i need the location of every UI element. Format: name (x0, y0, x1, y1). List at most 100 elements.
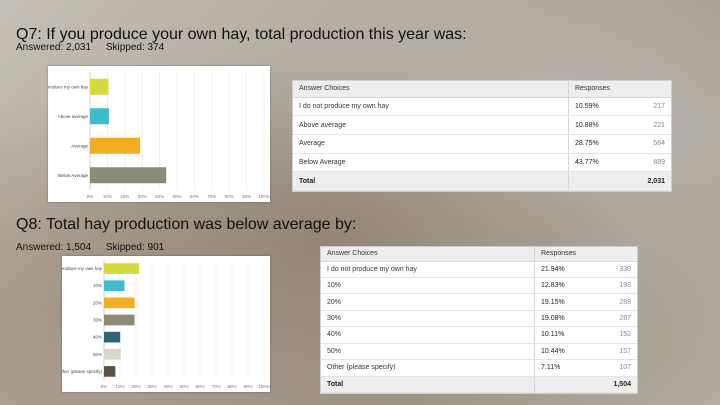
x-tick-label: 90% (242, 194, 251, 199)
x-tick-label: 80% (227, 384, 236, 389)
x-tick-label: 0% (101, 384, 108, 389)
row-percent: 7.11% (534, 359, 599, 377)
row-count: 157 (599, 343, 637, 361)
row-choice: 40% (321, 326, 535, 344)
q8-answered: Answered: 1,504 (16, 242, 92, 253)
row-count: 287 (599, 310, 637, 328)
bar (104, 280, 125, 292)
table-total-row: Total 1,504 (321, 376, 637, 394)
x-tick-label: 90% (243, 384, 252, 389)
category-label: I do not produce my own hay (62, 266, 103, 271)
x-tick-label: 10% (115, 384, 124, 389)
category-label: Other (please specify) (62, 369, 102, 374)
total-label: Total (293, 171, 569, 191)
table-row: Other (please specify) 7.11% 107 (321, 359, 637, 377)
table-row: 40% 10.11% 152 (321, 326, 637, 344)
q7-meta: Answered: 2,031 Skipped: 374 (16, 42, 164, 53)
q7-response-table: Answer Choices Responses I do not produc… (292, 80, 672, 192)
category-label: 10% (93, 283, 102, 288)
bar (104, 331, 121, 343)
x-tick-label: 20% (131, 384, 140, 389)
q8-title: Q8: Total hay production was below avera… (16, 216, 357, 233)
q7-title: Q7: If you produce your own hay, total p… (16, 26, 467, 43)
bar (90, 78, 109, 95)
row-percent: 43.77% (568, 153, 633, 173)
row-choice: 10% (321, 277, 535, 295)
x-tick-label: 100% (258, 194, 270, 199)
row-choice: 20% (321, 293, 535, 311)
category-label: Average (71, 143, 88, 148)
q7-col-responses: Responses (568, 81, 671, 98)
bar (104, 366, 116, 377)
category-label: I do not produce my own hay (48, 84, 89, 89)
row-percent: 10.88% (568, 115, 633, 135)
row-count: 217 (633, 97, 671, 117)
row-choice: Average (293, 134, 569, 154)
row-choice: Below Average (293, 153, 569, 173)
row-choice: Above average (293, 115, 569, 135)
x-tick-label: 50% (179, 384, 188, 389)
x-tick-label: 40% (163, 384, 172, 389)
q7-bar-chart: 0% 10% 20% 30% 40% 50% 60% 70% 80% 90% 100% I do no… (30, 72, 270, 199)
x-tick-label: 50% (172, 194, 181, 199)
x-tick-label: 70% (207, 194, 216, 199)
category-label: 30% (93, 318, 102, 323)
total-value: 2,031 (633, 171, 671, 191)
q7-chart-panel: 0% 10% 20% 30% 40% 50% 60% 70% 80% 90% 100% I do no… (30, 66, 270, 202)
x-tick-label: 0% (87, 194, 94, 199)
x-tick-label: 10% (103, 194, 112, 199)
q8-skipped: Skipped: 901 (105, 242, 165, 253)
x-tick-label: 30% (147, 384, 156, 389)
bar (90, 167, 167, 184)
q8-col-responses: Responses (534, 247, 637, 262)
row-count: 107 (599, 359, 637, 377)
category-label: Above average (58, 114, 89, 119)
row-percent: 10.59% (568, 97, 633, 117)
bar (104, 263, 140, 274)
row-percent: 10.11% (534, 326, 599, 344)
row-choice: 50% (321, 343, 535, 361)
row-count: 330 (599, 261, 637, 278)
q8-bar-chart: 0% 10% 20% 30% 40% 50% 60% 70% 80% 90% 100% I do no… (44, 260, 270, 389)
row-choice: I do not produce my own hay (293, 97, 569, 117)
q7-skipped: Skipped: 374 (105, 42, 165, 53)
table-row: 30% 19.08% 287 (321, 310, 637, 328)
total-label: Total (321, 376, 535, 394)
bar (90, 108, 109, 125)
x-tick-label: 60% (195, 384, 204, 389)
q7-answered: Answered: 2,031 (16, 42, 92, 53)
row-count: 288 (599, 293, 637, 311)
row-percent: 28.75% (568, 134, 633, 154)
row-count: 193 (599, 277, 637, 295)
row-percent: 12.83% (534, 277, 599, 295)
total-value: 1,504 (599, 376, 637, 394)
q8-col-choice: Answer Choices (321, 247, 535, 262)
category-label: 50% (93, 352, 102, 357)
row-percent: 19.08% (534, 310, 599, 328)
q8-response-table: Answer Choices Responses I do not produc… (320, 246, 638, 394)
row-count: 152 (599, 326, 637, 344)
x-tick-label: 40% (155, 194, 164, 199)
bar (104, 297, 135, 309)
x-tick-label: 80% (225, 194, 234, 199)
q8-meta: Answered: 1,504 Skipped: 901 (16, 242, 164, 253)
table-row: 20% 19.15% 288 (321, 293, 637, 311)
row-count: 584 (633, 134, 671, 154)
row-percent: 21.94% (534, 261, 599, 278)
category-label: 40% (93, 335, 102, 340)
q7-col-choice: Answer Choices (293, 81, 569, 98)
table-row: Average 28.75% 584 (293, 134, 671, 154)
row-percent: 10.44% (534, 343, 599, 361)
category-label: Below Average (58, 173, 88, 178)
row-choice: 30% (321, 310, 535, 328)
table-row: I do not produce my own hay 21.94% 330 (321, 261, 637, 278)
table-row: 50% 10.44% 157 (321, 343, 637, 361)
bar (104, 348, 121, 360)
table-row: I do not produce my own hay 10.59% 217 (293, 97, 671, 117)
row-choice: Other (please specify) (321, 359, 535, 377)
x-tick-label: 70% (211, 384, 220, 389)
row-count: 889 (633, 153, 671, 173)
table-total-row: Total 2,031 (293, 171, 671, 191)
x-tick-label: 20% (120, 194, 129, 199)
bar (104, 314, 135, 326)
